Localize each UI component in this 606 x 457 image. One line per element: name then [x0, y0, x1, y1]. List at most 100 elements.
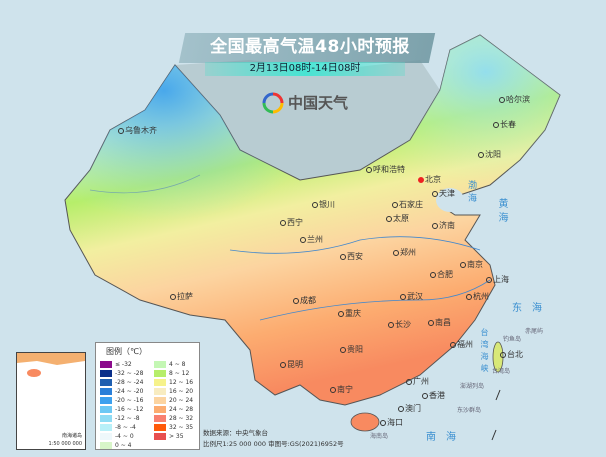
legend-swatch [154, 370, 166, 377]
legend-swatch [154, 397, 166, 404]
yellow-river [229, 236, 481, 254]
legend-item: -4 ~ 0 [100, 432, 152, 441]
city-label: 合肥 [430, 270, 453, 280]
city-label: 西安 [340, 252, 363, 262]
legend-swatch [154, 424, 166, 431]
legend-swatch [154, 388, 166, 395]
city-label: 澳门 [398, 404, 421, 414]
legend-label: 24 ~ 28 [169, 405, 194, 413]
city-label: 南昌 [428, 318, 451, 328]
legend-item: -32 ~ -28 [100, 369, 152, 378]
island-label: 澎湖列岛 [460, 383, 485, 390]
data-source: 数据来源：中央气象台 [203, 429, 268, 437]
legend-label: -20 ~ -16 [115, 396, 144, 404]
city-label: 南京 [460, 260, 483, 270]
city-label: 福州 [450, 340, 473, 350]
legend-swatch [100, 370, 112, 377]
legend-swatch [100, 397, 112, 404]
city-label: 太原 [386, 214, 409, 224]
island-label: 东沙群岛 [457, 407, 482, 414]
city-label: 北京 [418, 175, 441, 185]
city-label: 杭州 [466, 292, 489, 302]
hainan-island [350, 412, 380, 432]
city-label: 重庆 [338, 309, 361, 319]
sea-label-bohai: 渤海 [466, 180, 476, 206]
island-label: 赤尾屿 [525, 328, 544, 335]
inset-scale: 1:50 000 000 [48, 441, 83, 447]
city-label: 石家庄 [392, 200, 423, 210]
legend-item: 28 ~ 32 [154, 414, 200, 423]
northeast-shading [65, 35, 560, 405]
page-title: 全国最高气温48小时预报 [210, 37, 410, 57]
legend-label: -32 ~ -28 [115, 369, 144, 377]
logo-text: 中国天气 [288, 94, 349, 112]
legend-label: ≤ -32 [115, 360, 132, 368]
legend-items: ≤ -32 -32 ~ -28 -28 ~ -24 -24 ~ -20 -20 ~ -1… [96, 360, 199, 450]
subtitle-banner [205, 62, 405, 76]
legend-swatch [100, 442, 112, 449]
legend-item: 24 ~ 28 [154, 405, 200, 414]
sea-label-nanhai: 南海 [426, 432, 466, 443]
legend-item: -20 ~ -16 [100, 396, 152, 405]
legend-swatch [100, 361, 112, 368]
credits: 数据来源：中央气象台 比例尺1:25 000 000 审图号:GS(2021)6… [203, 428, 344, 450]
legend-item: ≤ -32 [100, 360, 152, 369]
legend-item: -12 ~ -8 [100, 414, 152, 423]
city-label: 西宁 [280, 218, 303, 228]
legend-swatch [100, 424, 112, 431]
city-label: 郑州 [393, 248, 416, 258]
river [89, 174, 201, 194]
legend-swatch [100, 406, 112, 413]
legend-label: 20 ~ 24 [169, 396, 194, 404]
swirl-logo-icon [262, 92, 284, 114]
mongolia-area [175, 60, 440, 180]
city-label: 香港 [422, 391, 445, 401]
legend-swatch [154, 415, 166, 422]
legend-item: 8 ~ 12 [154, 369, 200, 378]
island-label: 钓鱼岛 [503, 336, 522, 343]
legend-item: -28 ~ -24 [100, 378, 152, 387]
legend-label: 4 ~ 8 [169, 360, 186, 368]
boundary-dash [491, 429, 497, 441]
legend-label: -12 ~ -8 [115, 414, 140, 422]
city-label: 长春 [493, 120, 516, 130]
legend-label: 32 ~ 35 [169, 423, 194, 431]
inset-label: 南海诸岛 [61, 433, 82, 439]
legend-item: -8 ~ -4 [100, 423, 152, 432]
legend-label: 16 ~ 20 [169, 387, 194, 395]
legend-label: 12 ~ 16 [169, 378, 194, 386]
city-label: 呼和浩特 [366, 165, 405, 175]
legend-item: 4 ~ 8 [154, 360, 200, 369]
city-label: 武汉 [400, 292, 423, 302]
legend-item: -24 ~ -20 [100, 387, 152, 396]
city-label: 乌鲁木齐 [118, 126, 157, 136]
city-label: 沈阳 [478, 150, 501, 160]
city-label: 台北 [500, 350, 523, 360]
city-label: 昆明 [280, 360, 303, 370]
city-label: 广州 [406, 377, 429, 387]
city-label: 南宁 [330, 385, 353, 395]
legend-label: -8 ~ -4 [115, 423, 136, 431]
inset-map [17, 353, 85, 377]
sea-label-donghai: 东海 [512, 303, 552, 314]
legend-swatch [154, 379, 166, 386]
logo: 中国天气 [262, 92, 348, 114]
legend-item: 0 ~ 4 [100, 441, 152, 450]
legend-swatch [100, 379, 112, 386]
city-label: 银川 [312, 200, 335, 210]
legend-swatch [154, 361, 166, 368]
forecast-period: 2月13日08时-14日08时 [249, 63, 361, 74]
city-label: 哈尔滨 [499, 95, 530, 105]
scale-and-approval: 比例尺1:25 000 000 审图号:GS(2021)6952号 [203, 440, 344, 448]
legend-swatch [100, 415, 112, 422]
legend-item: > 35 [154, 432, 200, 441]
legend-title: 图例（℃） [106, 347, 147, 356]
legend-item: -16 ~ -12 [100, 405, 152, 414]
city-label: 海口 [380, 418, 403, 428]
legend-swatch [154, 433, 166, 440]
legend-label: -16 ~ -12 [115, 405, 144, 413]
legend-item: 16 ~ 20 [154, 387, 200, 396]
city-label: 成都 [293, 296, 316, 306]
city-label: 贵阳 [340, 345, 363, 355]
